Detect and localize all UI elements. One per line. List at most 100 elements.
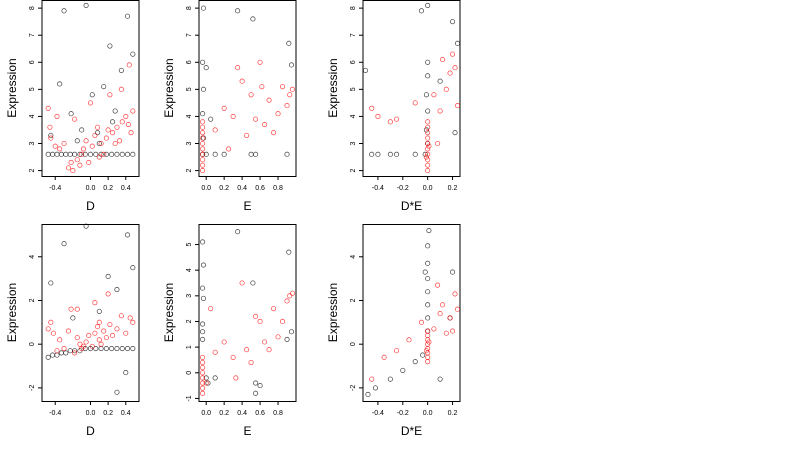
- y-tick-label: 2: [29, 169, 36, 173]
- data-point-red: [95, 124, 101, 130]
- x-tick-label: -0.4: [372, 410, 384, 417]
- data-point-red: [203, 380, 209, 386]
- data-point-red: [239, 280, 245, 286]
- plot-frame: [362, 0, 461, 177]
- data-point-black: [425, 2, 431, 8]
- data-point-black: [119, 151, 125, 157]
- plot-frame: [198, 224, 297, 402]
- panel-1: -0.4 0.0 0.2 0.4 2 3 4 5 6 7 8 D Expression: [5, 0, 140, 213]
- y-tick-label: 2: [350, 169, 357, 173]
- data-point-red: [221, 339, 227, 345]
- data-point-black: [286, 40, 292, 46]
- data-point-red: [92, 330, 98, 336]
- data-point-black: [50, 352, 56, 358]
- data-point-red: [101, 328, 107, 334]
- data-point-black: [50, 151, 56, 157]
- x-axis-label: E: [243, 424, 251, 438]
- data-point-black: [98, 151, 104, 157]
- data-point-red: [426, 143, 432, 149]
- data-point-red: [369, 105, 375, 111]
- panel-6: -0.4 -0.2 0.0 0.2 -2 0 2 4 D*E Expression: [326, 224, 461, 438]
- data-point-red: [257, 59, 263, 65]
- data-point-black: [114, 346, 120, 352]
- data-point-black: [96, 140, 102, 147]
- data-point-black: [454, 40, 461, 46]
- data-point-black: [425, 260, 431, 266]
- y-tick-label: 4: [186, 268, 193, 272]
- y-tick-label: 3: [186, 141, 193, 145]
- data-point-black: [253, 390, 259, 396]
- data-point-red: [212, 349, 218, 355]
- data-point-red: [92, 132, 98, 138]
- data-point-black: [77, 151, 83, 157]
- data-point-red: [48, 135, 54, 141]
- data-point-black: [68, 111, 74, 117]
- data-point-black: [425, 108, 431, 114]
- data-point-red: [418, 319, 424, 325]
- data-point-black: [284, 151, 290, 157]
- data-point-red: [244, 132, 250, 138]
- data-point-red: [200, 157, 206, 163]
- data-point-red: [77, 341, 83, 347]
- data-point-black: [82, 151, 88, 157]
- data-point-red: [74, 306, 80, 312]
- y-tick-label: 7: [350, 33, 357, 37]
- data-point-black: [365, 391, 371, 397]
- data-point-black: [387, 376, 393, 382]
- x-tick-label: 0.0: [423, 410, 433, 417]
- data-point-red: [112, 140, 118, 147]
- data-point-red: [52, 143, 58, 149]
- data-point-red: [437, 311, 443, 317]
- x-tick-label: 0.2: [103, 185, 113, 192]
- data-point-black: [98, 346, 104, 352]
- data-point-black: [124, 232, 131, 238]
- data-point-black: [54, 151, 60, 157]
- y-tick-label: 4: [29, 114, 36, 118]
- data-point-black: [200, 262, 207, 268]
- data-point-red: [95, 324, 101, 330]
- data-point-red: [61, 140, 67, 147]
- data-point-black: [87, 151, 94, 157]
- y-tick-label: -2: [350, 385, 357, 391]
- data-point-black: [372, 385, 378, 391]
- data-point-black: [425, 73, 431, 79]
- data-point-red: [105, 127, 111, 133]
- data-point-black: [425, 302, 431, 308]
- data-point-red: [80, 343, 86, 349]
- data-point-black: [208, 116, 214, 122]
- data-point-red: [248, 92, 254, 98]
- data-point-black: [74, 138, 80, 144]
- data-point-red: [101, 151, 107, 157]
- data-point-red: [128, 130, 134, 136]
- data-point-black: [425, 243, 431, 249]
- y-tick-label: 3: [29, 141, 36, 145]
- data-point-red: [92, 300, 98, 306]
- data-point-red: [447, 315, 453, 321]
- data-point-red: [118, 313, 124, 319]
- data-point-red: [96, 337, 102, 343]
- y-tick-label: 0: [186, 371, 193, 375]
- data-point-red: [425, 151, 431, 157]
- data-point-red: [425, 328, 431, 334]
- data-point-red: [208, 306, 214, 312]
- data-point-red: [114, 326, 120, 332]
- y-tick-label: 2: [350, 298, 357, 302]
- data-point-red: [200, 135, 206, 141]
- data-point-red: [257, 318, 263, 325]
- data-point-black: [200, 5, 207, 11]
- data-point-red: [226, 146, 232, 152]
- data-point-black: [449, 19, 456, 25]
- x-tick-label: -0.4: [372, 185, 384, 192]
- data-point-red: [200, 119, 206, 125]
- data-point-red: [126, 62, 132, 68]
- x-tick-label: 0.2: [448, 410, 458, 417]
- x-tick-label: -0.2: [397, 410, 409, 417]
- data-point-red: [200, 375, 206, 381]
- data-point-black: [123, 370, 129, 376]
- data-point-black: [130, 346, 136, 352]
- x-tick-label: 0.4: [121, 185, 131, 192]
- plot-frame: [362, 224, 461, 402]
- data-point-red: [230, 113, 236, 119]
- data-point-red: [65, 165, 72, 171]
- data-point-red: [65, 328, 72, 334]
